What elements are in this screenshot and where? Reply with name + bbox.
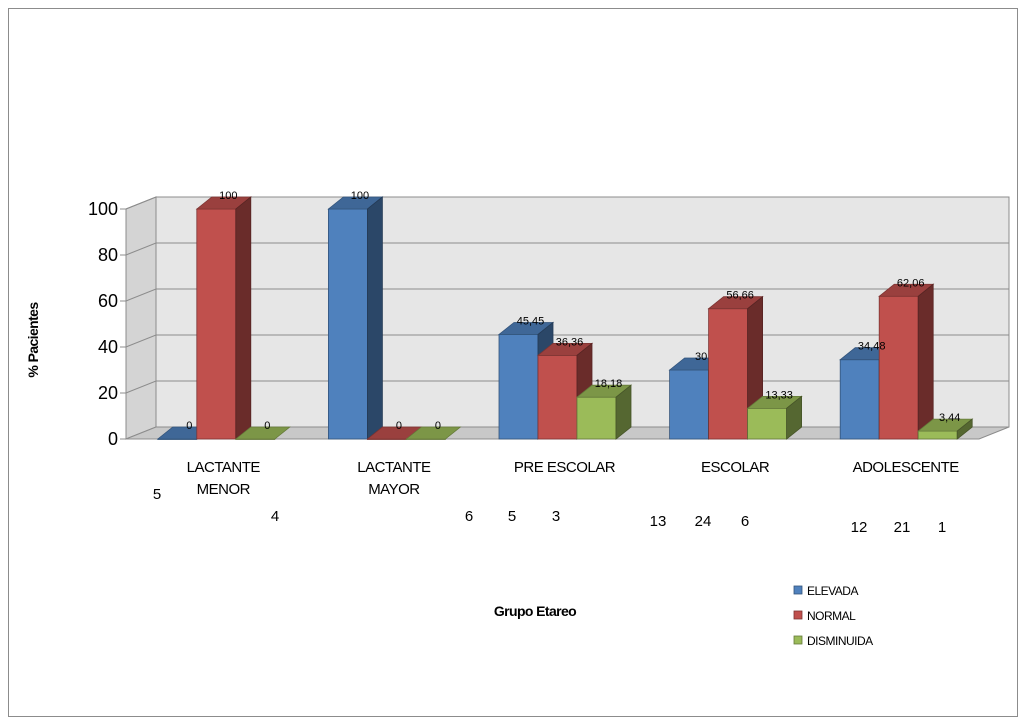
bar-side-disminuida-4 (956, 418, 973, 440)
y-tick-label: 20 (98, 383, 118, 403)
category-label: LACTANTE (357, 459, 431, 476)
category-label: ADOLESCENTE (853, 459, 960, 476)
legend-label-elevada: ELEVADA (807, 584, 858, 598)
count-label: 24 (695, 513, 712, 530)
bar-elevada-3 (669, 369, 709, 440)
y-tick-label: 40 (98, 337, 118, 357)
bar-top-disminuida-0 (234, 426, 291, 440)
count-label: 13 (650, 513, 667, 530)
bar-elevada-1 (327, 208, 368, 440)
count-labels: 5 4 6 5 3 13 24 6 12 21 1 (153, 486, 946, 536)
data-label: 0 (186, 420, 192, 432)
data-label: 100 (351, 190, 369, 202)
bars (156, 196, 974, 440)
bar-side-normal-0 (235, 196, 252, 440)
data-label: 3,44 (939, 412, 960, 424)
category-labels: LACTANTE MENOR LACTANTE MAYOR PRE ESCOLAR ESC… (187, 459, 960, 498)
bar-side-elevada-1 (366, 196, 383, 440)
category-label: ESCOLAR (701, 459, 770, 476)
count-label: 5 (153, 486, 161, 503)
count-label: 4 (271, 508, 279, 525)
data-label: 34,48 (858, 341, 886, 353)
gridline (125, 242, 1009, 256)
bar-normal-3 (708, 308, 748, 440)
data-label: 18,18 (595, 378, 623, 390)
side-wall (125, 196, 157, 440)
bar-side-disminuida-3 (786, 395, 802, 440)
legend-swatch-normal (793, 610, 803, 620)
legend-label-normal: NORMAL (807, 609, 856, 623)
data-label: 30 (695, 351, 707, 363)
count-label: 6 (465, 508, 473, 525)
gridline (125, 196, 1009, 210)
bar-normal-4 (878, 295, 919, 440)
data-label: 0 (264, 420, 270, 432)
category-label: PRE ESCOLAR (514, 459, 616, 476)
category-label: LACTANTE (187, 459, 261, 476)
count-label: 3 (552, 508, 560, 525)
data-labels: 0 100 0 100 0 0 45,45 36,36 18,18 30 56,66 13,33 34,… (186, 190, 960, 432)
x-axis-title: Grupo Etareo (494, 603, 576, 619)
data-label: 45,45 (517, 315, 545, 327)
category-label: MENOR (197, 481, 251, 498)
chart-frame: 0 20 40 60 80 100 0 100 0 100 0 0 45,45 36,36 18,18 30… (8, 8, 1018, 717)
y-tick-label: 60 (98, 291, 118, 311)
data-label: 13,33 (765, 389, 793, 401)
category-label: MAYOR (368, 481, 420, 498)
count-label: 6 (741, 513, 749, 530)
bar-normal-2 (537, 354, 578, 440)
y-tick-label: 80 (98, 245, 118, 265)
legend-label-disminuida: DISMINUIDA (807, 634, 873, 648)
count-label: 1 (938, 519, 946, 536)
legend: ELEVADA NORMAL DISMINUIDA (793, 584, 874, 648)
bar-normal-0 (196, 208, 237, 440)
legend-swatch-disminuida (793, 635, 803, 645)
data-label: 56,66 (726, 290, 754, 302)
y-tick-label: 100 (88, 199, 118, 219)
legend-swatch-elevada (793, 585, 803, 595)
data-label: 0 (435, 420, 441, 432)
bar-disminuida-3 (747, 407, 787, 440)
y-tick-label: 0 (108, 429, 118, 449)
bar-side-normal-4 (917, 283, 934, 440)
count-label: 21 (894, 519, 911, 536)
y-axis-title: % Pacientes (25, 302, 41, 378)
count-label: 5 (508, 508, 516, 525)
data-label: 62,06 (897, 277, 925, 289)
count-label: 12 (851, 519, 868, 536)
data-label: 100 (219, 190, 237, 202)
data-label: 0 (396, 420, 402, 432)
bar-elevada-4 (839, 359, 880, 440)
bar-side-disminuida-2 (615, 384, 632, 440)
gridline (125, 288, 1009, 302)
bar-elevada-2 (498, 334, 539, 440)
y-axis-ticks: 0 20 40 60 80 100 (88, 199, 127, 449)
bar-disminuida-4 (917, 430, 958, 440)
data-label: 36,36 (556, 336, 584, 348)
bar-disminuida-2 (576, 396, 617, 440)
bar-top-disminuida-1 (405, 426, 462, 440)
